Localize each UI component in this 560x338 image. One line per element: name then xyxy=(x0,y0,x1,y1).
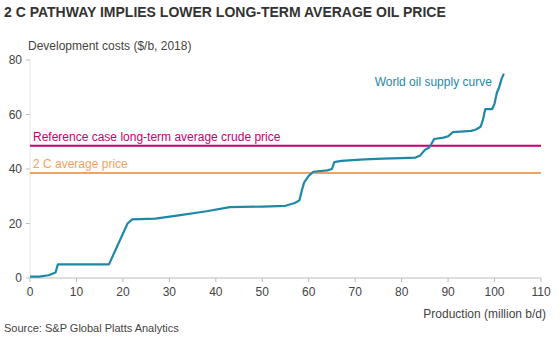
x-axis-label: Production (million b/d) xyxy=(423,307,546,321)
y-axis-label: Development costs ($/b, 2018) xyxy=(28,39,191,53)
series-label: Reference case long-term average crude p… xyxy=(33,130,281,144)
y-tick xyxy=(26,114,30,115)
x-tick-label: 60 xyxy=(302,285,316,299)
reference-line xyxy=(30,172,541,174)
x-tick xyxy=(494,278,495,282)
x-tick xyxy=(169,278,170,282)
supply-curve xyxy=(30,74,504,277)
y-axis xyxy=(30,60,31,278)
y-tick-label: 80 xyxy=(9,53,23,67)
x-tick-label: 110 xyxy=(531,285,550,299)
plot-area xyxy=(30,74,541,277)
chart: 2 C PATHWAY IMPLIES LOWER LONG-TERM AVER… xyxy=(0,0,560,338)
x-tick xyxy=(401,278,402,282)
series-label: World oil supply curve xyxy=(375,75,492,89)
x-tick xyxy=(76,278,77,282)
y-tick xyxy=(26,169,30,170)
y-tick-label: 20 xyxy=(9,217,23,231)
x-tick xyxy=(262,278,263,282)
y-tick-label: 0 xyxy=(15,271,22,285)
x-tick-label: 90 xyxy=(441,285,455,299)
x-tick-label: 40 xyxy=(209,285,223,299)
x-tick-label: 10 xyxy=(70,285,84,299)
reference-line xyxy=(30,145,541,147)
x-tick-label: 80 xyxy=(395,285,409,299)
x-tick-label: 100 xyxy=(485,285,505,299)
source: Source: S&P Global Platts Analytics xyxy=(4,322,179,334)
y-tick-label: 40 xyxy=(9,162,23,176)
x-tick-label: 50 xyxy=(256,285,270,299)
x-tick xyxy=(30,278,31,282)
x-tick-label: 20 xyxy=(116,285,130,299)
y-tick xyxy=(26,60,30,61)
x-tick xyxy=(215,278,216,282)
title: 2 C PATHWAY IMPLIES LOWER LONG-TERM AVER… xyxy=(4,4,446,20)
x-tick xyxy=(448,278,449,282)
y-tick-label: 60 xyxy=(9,108,23,122)
x-tick xyxy=(541,278,542,282)
series-label: 2 C average price xyxy=(33,157,128,171)
y-tick xyxy=(26,278,30,279)
x-tick xyxy=(122,278,123,282)
x-tick xyxy=(308,278,309,282)
x-tick-label: 30 xyxy=(163,285,177,299)
y-tick xyxy=(26,223,30,224)
x-tick-label: 0 xyxy=(27,285,34,299)
x-axis xyxy=(30,278,541,279)
x-tick-label: 70 xyxy=(349,285,363,299)
x-tick xyxy=(355,278,356,282)
